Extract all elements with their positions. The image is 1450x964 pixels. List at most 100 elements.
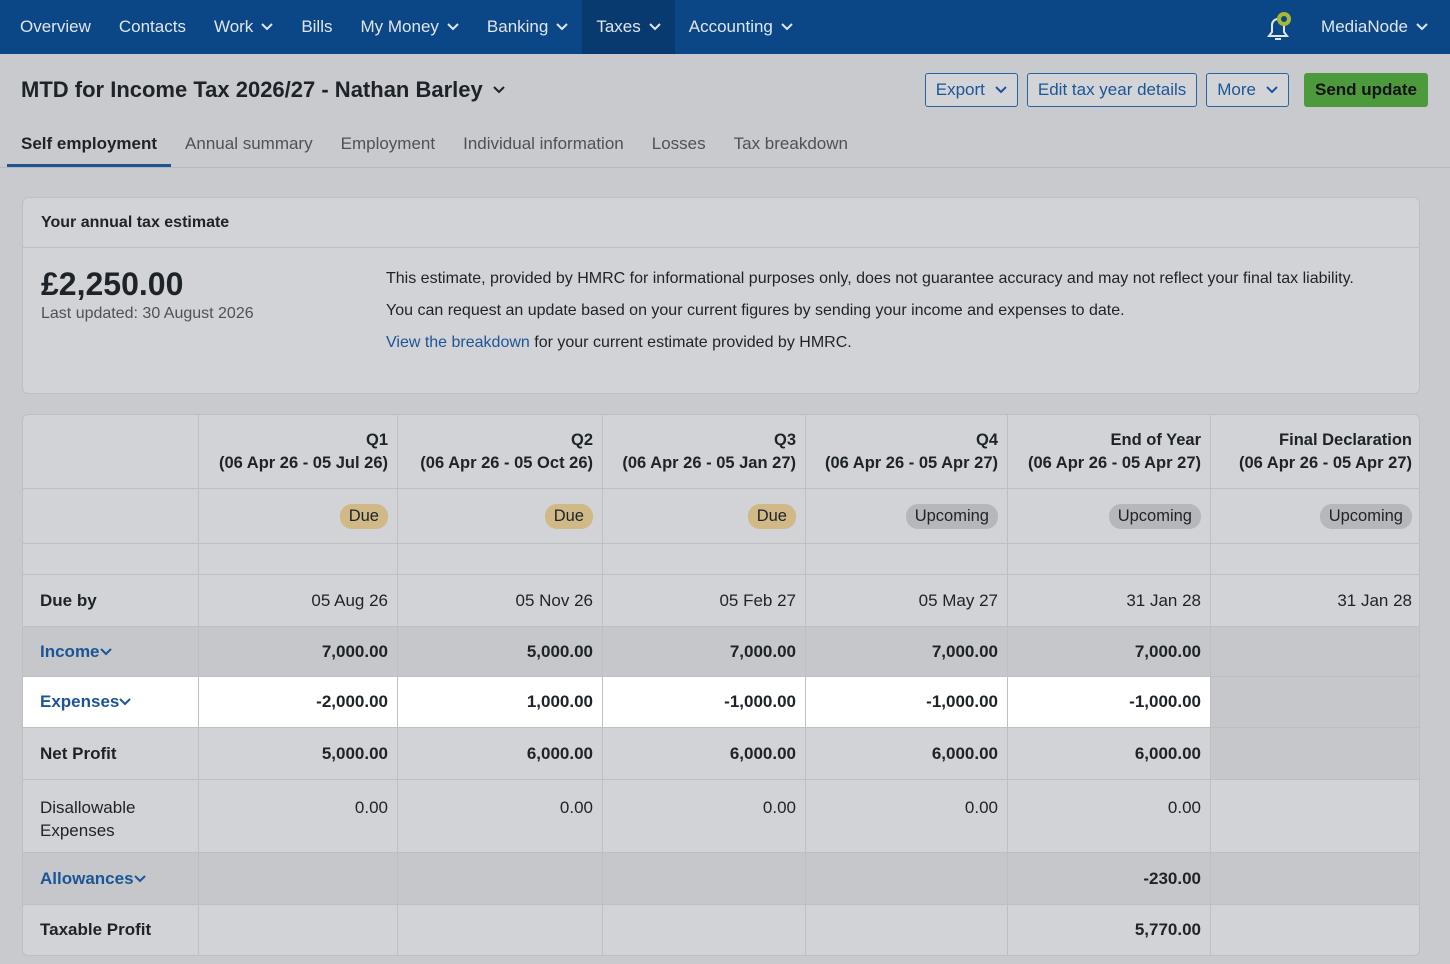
- nav-item[interactable]: Work: [200, 0, 287, 54]
- status-cell: Due: [199, 489, 398, 544]
- estimate-card: Your annual tax estimate £2,250.00 Last …: [22, 197, 1420, 394]
- row-label[interactable]: Allowances: [23, 853, 199, 905]
- table-cell: 6,000.00: [1008, 728, 1211, 780]
- table-cell: 31 Jan 28: [1211, 575, 1419, 627]
- table-cell: -230.00: [1008, 853, 1211, 905]
- cell-value: 0.00: [354, 798, 388, 817]
- table-cell: [1211, 780, 1419, 853]
- table-cell: 5,000.00: [199, 728, 398, 780]
- header-cell: Final Declaration (06 Apr 26 - 05 Apr 27): [1211, 415, 1419, 489]
- row-label: Net Profit: [23, 728, 199, 780]
- nav-item[interactable]: Contacts: [118, 17, 186, 36]
- tab[interactable]: Individual information: [463, 134, 624, 153]
- status-cell: Upcoming: [806, 489, 1008, 544]
- column-range: (06 Apr 26 - 05 Jan 27): [622, 453, 796, 472]
- table-cell: 05 Nov 26: [398, 575, 603, 627]
- column-range: (06 Apr 26 - 05 Apr 27): [1238, 453, 1412, 472]
- estimate-text: This estimate, provided by HMRC for info…: [386, 268, 1386, 364]
- table-cell: [398, 905, 603, 955]
- column-title: Q4: [975, 430, 998, 449]
- spacer-cell: [1008, 544, 1211, 575]
- paragraph: You can request an update based on your …: [386, 302, 1125, 319]
- nav-item[interactable]: Overview: [20, 17, 91, 36]
- cell-value: 5,000.00: [321, 743, 388, 763]
- cell-value: -2,000.00: [316, 692, 388, 711]
- table-cell: 1,000.00: [398, 677, 603, 728]
- estimate-updated: Last updated: 30 August 2026: [41, 305, 254, 322]
- nav-item[interactable]: My Money: [346, 0, 472, 54]
- table-cell: [398, 853, 603, 905]
- breakdown-link[interactable]: View the breakdown: [386, 334, 530, 351]
- cell-value: 0.00: [1167, 798, 1201, 817]
- spacer-cell: [806, 544, 1008, 575]
- row-label[interactable]: Income: [23, 627, 199, 677]
- link-suffix: for your current estimate provided by HM…: [534, 334, 852, 351]
- edit-button[interactable]: Edit tax year details: [1026, 73, 1198, 107]
- cell-value: 6,000.00: [526, 743, 593, 763]
- cell-value: 31 Jan 28: [1126, 590, 1201, 610]
- cell-value: -1,000.00: [926, 692, 998, 711]
- nav-item[interactable]: Bills: [301, 17, 333, 36]
- table-cell: [806, 853, 1008, 905]
- paragraph: This estimate, provided by HMRC for info…: [386, 270, 1354, 287]
- table-cell: [1211, 677, 1419, 728]
- header-cell: End of Year (06 Apr 26 - 05 Apr 27): [1008, 415, 1211, 489]
- table-cell: 0.00: [603, 780, 806, 853]
- column-title: Final Declaration: [1279, 430, 1412, 449]
- cell-value: 05 May 27: [918, 590, 998, 610]
- header-cell: Q1 (06 Apr 26 - 05 Jul 26): [199, 415, 398, 489]
- tab[interactable]: Annual summary: [185, 134, 313, 153]
- estimate-amount: £2,250.00: [41, 266, 184, 302]
- notifications[interactable]: [1249, 0, 1307, 54]
- table-cell: 7,000.00: [603, 627, 806, 677]
- table-cell: -1,000.00: [603, 677, 806, 728]
- status-badge: Upcoming: [1108, 503, 1201, 529]
- top-nav: Overview Contacts Work Bills My Money Ba…: [0, 0, 1450, 54]
- table-cell: 6,000.00: [806, 728, 1008, 780]
- status-cell: Upcoming: [1008, 489, 1211, 544]
- table-cell: [603, 853, 806, 905]
- header-cell: Q4 (06 Apr 26 - 05 Apr 27): [806, 415, 1008, 489]
- tab[interactable]: Self employment: [7, 126, 172, 167]
- cell-value: 5,770.00: [1134, 920, 1201, 939]
- nav-item[interactable]: Taxes: [582, 0, 675, 54]
- status-cell: Due: [603, 489, 806, 544]
- cell-value: 6,000.00: [1134, 743, 1201, 763]
- user-menu[interactable]: MediaNode: [1307, 0, 1450, 54]
- row-label: Disallowable Expenses: [23, 780, 199, 853]
- table-cell: 5,000.00: [398, 627, 603, 677]
- tab[interactable]: Losses: [651, 134, 706, 153]
- status-badge: Due: [339, 503, 388, 529]
- row-label[interactable]: Expenses: [23, 677, 199, 728]
- row-label-text: Income: [40, 641, 100, 661]
- nav-item[interactable]: Accounting: [675, 0, 807, 54]
- row-label-text: Due by: [40, 590, 97, 610]
- cell-value: 0.00: [762, 798, 796, 817]
- spacer-cell: [398, 544, 603, 575]
- cell-value: -1,000.00: [724, 692, 796, 711]
- nav-item[interactable]: Banking: [473, 0, 582, 54]
- table-cell: 0.00: [398, 780, 603, 853]
- page-title[interactable]: MTD for Income Tax 2026/27 - Nathan Barl…: [21, 77, 505, 103]
- spacer-cell: [603, 544, 806, 575]
- table-cell: 05 Aug 26: [199, 575, 398, 627]
- table-cell: 05 May 27: [806, 575, 1008, 627]
- export-button[interactable]: Export: [924, 73, 1018, 107]
- table-cell: [1211, 627, 1419, 677]
- cell-value: 05 Feb 27: [719, 590, 796, 610]
- status-cell: [23, 489, 199, 544]
- row-label-text: Net Profit: [40, 743, 117, 763]
- send-update-button[interactable]: Send update: [1303, 73, 1428, 107]
- spacer-cell: [23, 544, 199, 575]
- status-cell: Due: [398, 489, 603, 544]
- table-cell: [603, 905, 806, 955]
- header-cell: [23, 415, 199, 489]
- column-title: Q1: [365, 430, 388, 449]
- table-cell: 0.00: [806, 780, 1008, 853]
- cell-value: 0.00: [559, 798, 593, 817]
- page-header: MTD for Income Tax 2026/27 - Nathan Barl…: [0, 54, 1450, 126]
- tab[interactable]: Employment: [340, 134, 436, 153]
- tab[interactable]: Tax breakdown: [733, 134, 848, 153]
- more-button[interactable]: More: [1206, 73, 1289, 107]
- status-cell: Upcoming: [1211, 489, 1419, 544]
